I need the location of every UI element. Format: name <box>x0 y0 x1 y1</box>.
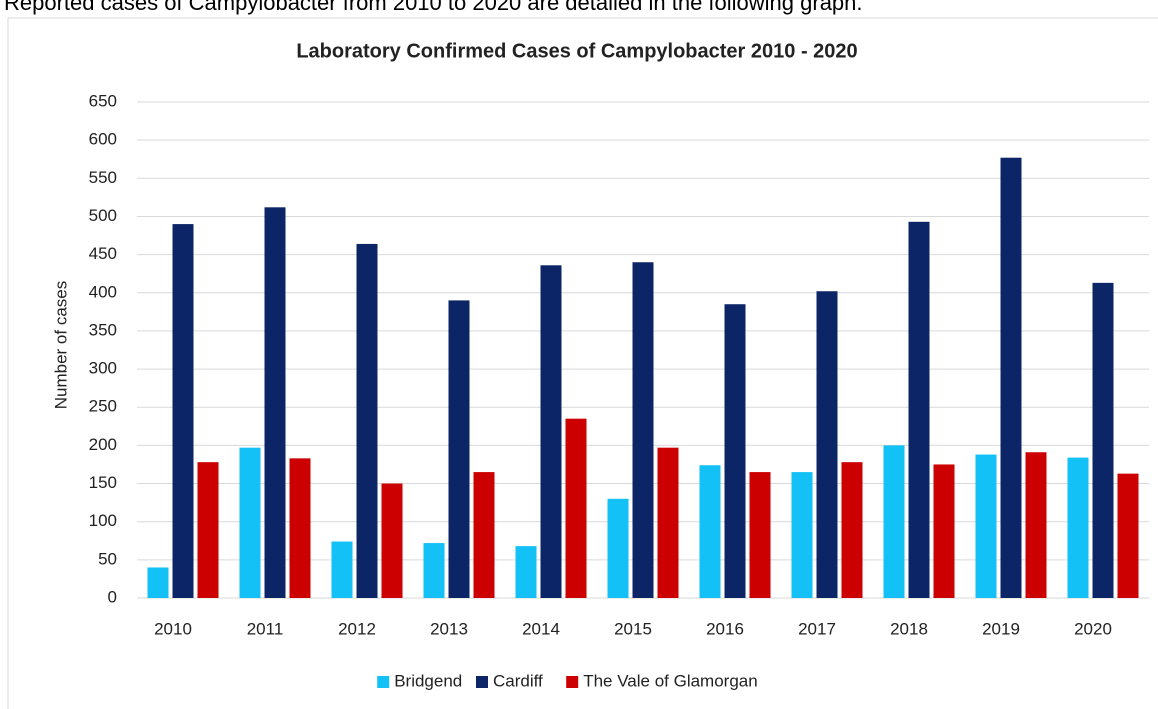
bar <box>724 304 746 598</box>
y-tick-label: 0 <box>108 587 117 606</box>
bar <box>423 543 445 598</box>
bar <box>1117 473 1139 598</box>
y-tick-label: 600 <box>89 130 117 149</box>
bar <box>657 447 679 598</box>
legend-label: Bridgend <box>394 671 462 690</box>
bar <box>749 472 771 598</box>
y-tick-label: 500 <box>89 206 117 225</box>
bar <box>197 462 219 598</box>
bar <box>607 498 629 598</box>
x-tick-label: 2019 <box>982 619 1020 638</box>
y-axis-label: Number of cases <box>51 281 70 410</box>
y-tick-label: 200 <box>89 435 117 454</box>
chart-title: Laboratory Confirmed Cases of Campylobac… <box>296 40 857 62</box>
y-tick-label: 550 <box>89 168 117 187</box>
x-tick-label: 2010 <box>154 619 192 638</box>
bar <box>883 445 905 598</box>
chart-border <box>7 17 1158 709</box>
bar <box>147 567 169 598</box>
bar <box>448 300 470 598</box>
intro-text: Reported cases of Campylobacter from 201… <box>4 0 863 15</box>
x-tick-label: 2020 <box>1074 619 1112 638</box>
bar <box>515 546 537 598</box>
bar <box>239 447 261 598</box>
bar <box>908 221 930 598</box>
y-tick-label: 150 <box>89 473 117 492</box>
bar <box>473 472 495 598</box>
x-tick-label: 2014 <box>522 619 560 638</box>
bar <box>975 454 997 598</box>
bar <box>565 418 587 598</box>
bar <box>172 224 194 599</box>
y-tick-label: 650 <box>89 91 117 110</box>
bar <box>791 472 813 598</box>
legend-label: Cardiff <box>493 671 543 690</box>
bar <box>632 262 654 598</box>
legend-swatch <box>377 676 390 688</box>
y-tick-label: 450 <box>89 244 117 263</box>
legend-label: The Vale of Glamorgan <box>583 671 758 690</box>
y-tick-label: 300 <box>89 359 117 378</box>
y-tick-label: 100 <box>89 511 117 530</box>
bar <box>289 458 311 598</box>
y-tick-label: 400 <box>89 282 117 301</box>
bar <box>540 265 562 598</box>
legend-swatch <box>476 676 488 688</box>
x-tick-label: 2011 <box>247 619 284 638</box>
bar <box>381 483 403 598</box>
y-tick-label: 250 <box>89 397 117 416</box>
bar <box>331 541 353 598</box>
x-tick-label: 2018 <box>890 619 928 638</box>
bar <box>1000 157 1022 598</box>
y-tick-label: 350 <box>89 320 117 339</box>
bar <box>841 462 863 598</box>
y-tick-label: 50 <box>98 549 117 568</box>
x-tick-label: 2015 <box>614 619 652 638</box>
legend-swatch <box>566 676 579 688</box>
bar <box>1067 457 1089 598</box>
bar <box>356 243 378 598</box>
bar <box>933 464 955 598</box>
x-tick-label: 2016 <box>706 619 744 638</box>
x-tick-label: 2012 <box>338 619 376 638</box>
bar <box>699 465 721 598</box>
bar <box>1092 282 1114 598</box>
bar <box>1025 452 1047 598</box>
bar <box>264 207 286 598</box>
x-tick-label: 2017 <box>798 619 836 638</box>
bar <box>816 291 838 598</box>
x-tick-label: 2013 <box>430 619 468 638</box>
